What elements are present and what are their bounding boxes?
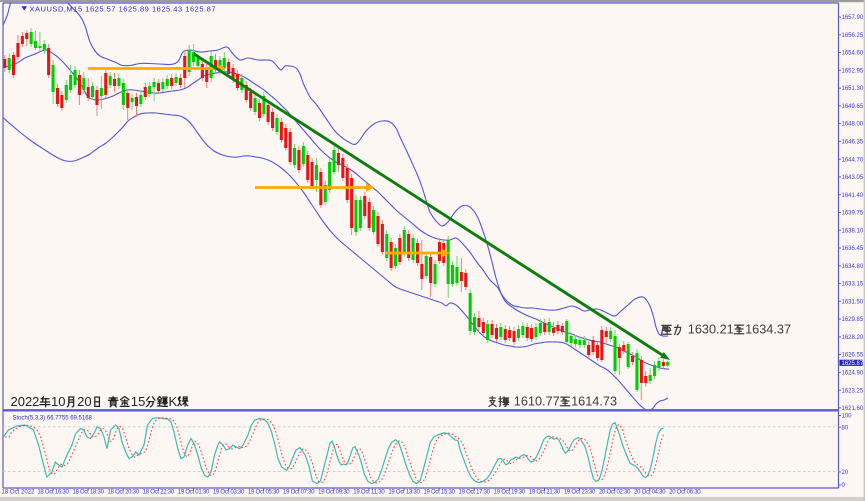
svg-text:20: 20: [842, 470, 849, 476]
svg-text:1628.20: 1628.20: [842, 335, 864, 341]
svg-text:19 Oct 01:30: 19 Oct 01:30: [178, 490, 210, 496]
svg-text:1651.30: 1651.30: [842, 86, 864, 92]
svg-text:1614.73: 1614.73: [571, 395, 617, 409]
svg-text:18 Oct 22:30: 18 Oct 22:30: [143, 490, 175, 496]
svg-text:19 Oct 13:30: 19 Oct 13:30: [388, 490, 420, 496]
svg-text:1634.37: 1634.37: [745, 323, 791, 337]
svg-text:19 Oct 15:30: 19 Oct 15:30: [423, 490, 455, 496]
svg-text:10: 10: [51, 394, 66, 409]
svg-text:19 Oct 05:30: 19 Oct 05:30: [248, 490, 280, 496]
svg-text:1657.90: 1657.90: [842, 15, 864, 21]
svg-text:1630.21: 1630.21: [688, 323, 734, 337]
svg-text:Stoch(5,3,3) 66.7755 69.5168: Stoch(5,3,3) 66.7755 69.5168: [13, 415, 93, 421]
svg-text:20 Oct 06:30: 20 Oct 06:30: [669, 490, 701, 496]
svg-text:1634.80: 1634.80: [842, 264, 864, 270]
svg-text:1654.60: 1654.60: [842, 51, 864, 57]
svg-text:1649.65: 1649.65: [842, 104, 864, 110]
svg-text:1656.25: 1656.25: [842, 33, 864, 39]
svg-text:20: 20: [77, 394, 92, 409]
svg-text:19 Oct 17:30: 19 Oct 17:30: [459, 490, 491, 496]
svg-text:1639.75: 1639.75: [842, 211, 864, 217]
svg-text:1646.35: 1646.35: [842, 140, 864, 146]
svg-text:1631.50: 1631.50: [842, 299, 864, 305]
svg-text:20 Oct 04:30: 20 Oct 04:30: [634, 490, 666, 496]
svg-text:1652.95: 1652.95: [842, 68, 864, 74]
svg-text:19 Oct 19:30: 19 Oct 19:30: [494, 490, 526, 496]
svg-text:K: K: [169, 394, 178, 409]
svg-text:15: 15: [131, 394, 146, 409]
svg-text:18 Oct 2022: 18 Oct 2022: [2, 490, 36, 496]
svg-text:1621.60: 1621.60: [842, 406, 864, 412]
svg-text:19 Oct 03:30: 19 Oct 03:30: [213, 490, 245, 496]
svg-text:0: 0: [842, 483, 846, 489]
svg-text:2022: 2022: [11, 394, 40, 409]
svg-text:XAUUSD,M15 1625.57 1625.89 162: XAUUSD,M15 1625.57 1625.89 1625.43 1625.…: [30, 4, 216, 13]
svg-text:18 Oct 18:30: 18 Oct 18:30: [72, 490, 104, 496]
svg-text:100: 100: [842, 414, 853, 420]
svg-text:1636.45: 1636.45: [842, 246, 864, 252]
svg-text:1626.55: 1626.55: [842, 353, 864, 359]
svg-text:18 Oct 16:30: 18 Oct 16:30: [37, 490, 69, 496]
svg-text:1641.40: 1641.40: [842, 193, 864, 199]
svg-text:19 Oct 23:30: 19 Oct 23:30: [564, 490, 596, 496]
svg-text:1610.77: 1610.77: [514, 395, 560, 409]
svg-text:1625.87: 1625.87: [842, 361, 864, 367]
svg-text:18 Oct 20:30: 18 Oct 20:30: [108, 490, 140, 496]
svg-text:1623.25: 1623.25: [842, 388, 864, 394]
svg-text:1644.70: 1644.70: [842, 157, 864, 163]
svg-text:20 Oct 02:30: 20 Oct 02:30: [599, 490, 631, 496]
svg-text:1629.85: 1629.85: [842, 317, 864, 323]
svg-text:80: 80: [842, 425, 849, 431]
svg-text:19 Oct 11:30: 19 Oct 11:30: [353, 490, 385, 496]
svg-text:19 Oct 09:30: 19 Oct 09:30: [318, 490, 350, 496]
svg-text:1633.15: 1633.15: [842, 282, 864, 288]
svg-text:19 Oct 21:30: 19 Oct 21:30: [529, 490, 561, 496]
svg-text:19 Oct 07:30: 19 Oct 07:30: [283, 490, 315, 496]
svg-text:1638.10: 1638.10: [842, 228, 864, 234]
svg-text:1624.90: 1624.90: [842, 371, 864, 377]
svg-text:1643.05: 1643.05: [842, 175, 864, 181]
svg-text:1648.00: 1648.00: [842, 122, 864, 128]
